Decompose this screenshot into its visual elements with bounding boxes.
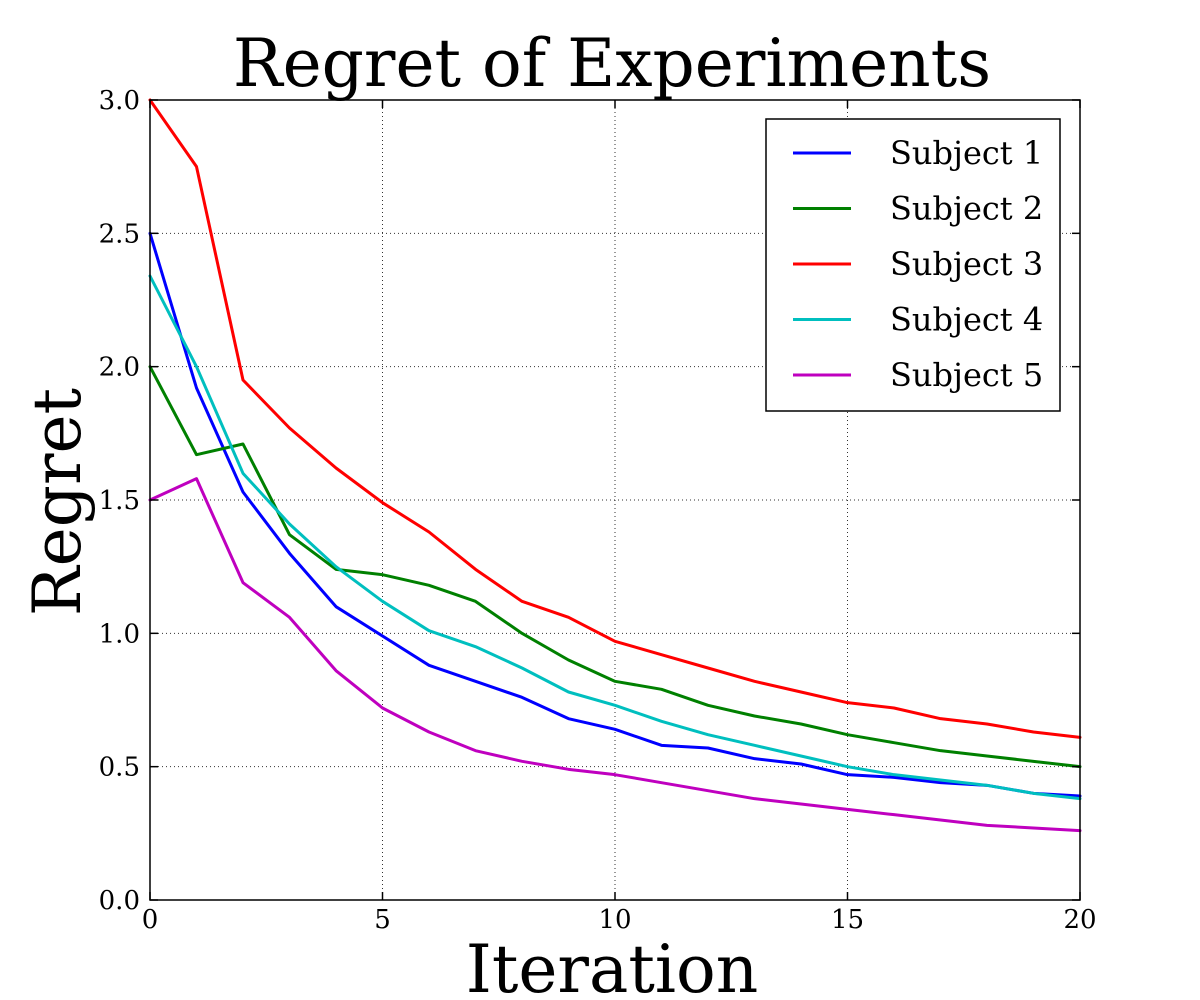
legend: Subject 1 Subject 2 Subject 3 Subject 4 Subj… (765, 118, 1061, 412)
y-axis-tick-labels: 0.0 0.5 1.0 1.5 2.0 2.5 3.0 (99, 86, 140, 916)
series-line-5 (148, 477, 1082, 833)
series-line-4 (148, 274, 1082, 801)
legend-label-4: Subject 4 (890, 301, 1043, 339)
y-tick-label: 2.0 (99, 353, 140, 383)
y-tick-label: 3.0 (99, 86, 140, 116)
x-tick-label: 20 (1063, 905, 1096, 935)
y-tick-label: 0.0 (99, 886, 140, 916)
x-tick-label: 0 (142, 905, 159, 935)
x-tick-label: 15 (831, 905, 864, 935)
y-axis-label: Regret (19, 388, 96, 616)
grid (150, 100, 1080, 900)
series-line-1 (148, 231, 1082, 798)
y-tick-label: 1.0 (99, 619, 140, 649)
chart-title: Regret of Experiments (233, 25, 991, 102)
axis-ticks (149, 99, 1081, 901)
y-tick-label: 1.5 (99, 486, 140, 516)
legend-label-3: Subject 3 (890, 245, 1043, 283)
y-tick-label: 0.5 (99, 753, 140, 783)
legend-label-1: Subject 1 (890, 134, 1043, 172)
x-tick-label: 10 (598, 905, 631, 935)
legend-label-2: Subject 2 (890, 190, 1043, 228)
x-axis-label: Iteration (466, 931, 758, 1000)
series-line-3 (148, 98, 1082, 739)
series-lines (148, 98, 1082, 833)
y-tick-label: 2.5 (99, 219, 140, 249)
series-line-2 (148, 365, 1082, 769)
x-axis-tick-labels: 0 5 10 15 20 (142, 905, 1097, 935)
legend-label-5: Subject 5 (890, 356, 1043, 394)
legend-items: Subject 1 Subject 2 Subject 3 Subject 4 Subj… (793, 134, 1043, 394)
x-tick-label: 5 (374, 905, 391, 935)
